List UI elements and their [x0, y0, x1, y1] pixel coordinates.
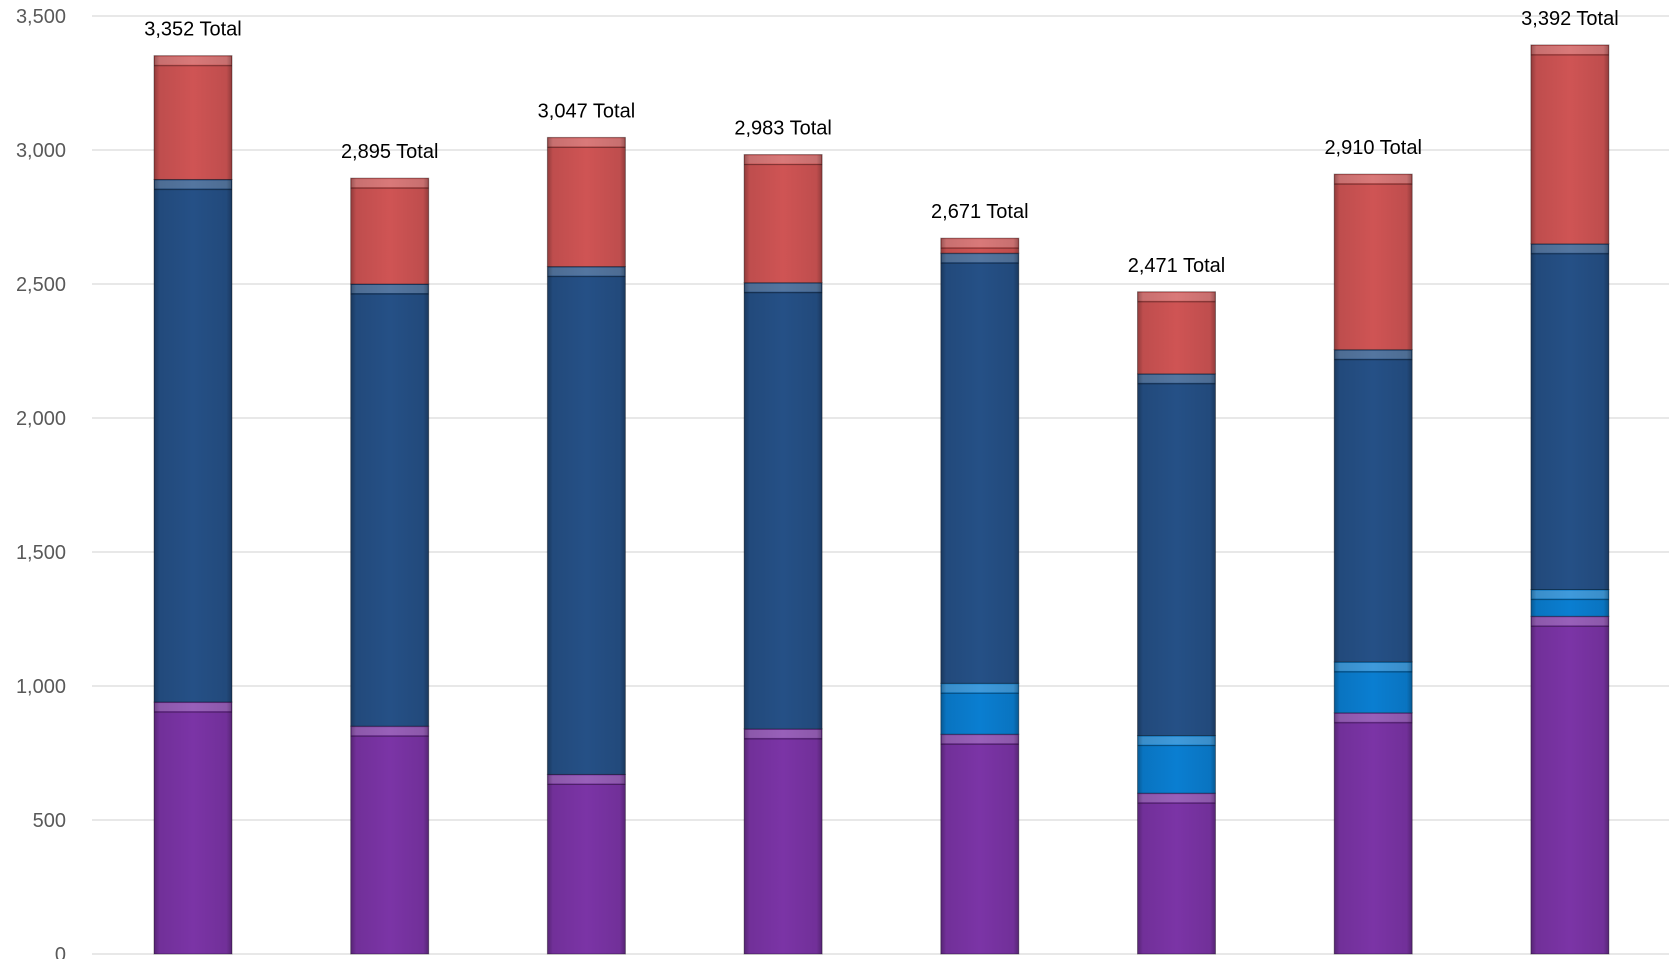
bar-segment-shade	[940, 683, 1019, 735]
bar-segment-shade	[1334, 174, 1413, 350]
y-tick-label: 3,500	[16, 6, 66, 28]
bar-stack-6	[1137, 291, 1216, 955]
bar-segment-shade	[940, 253, 1019, 684]
bar-segment-shade	[1334, 712, 1413, 954]
bar-segment-shade	[154, 702, 232, 954]
bar-segment-shade	[1334, 661, 1413, 713]
y-tick-label: 1,000	[16, 676, 66, 698]
bar-stack-4	[743, 154, 823, 955]
bar-segment-shade	[940, 238, 1019, 254]
bar-stack-2	[350, 177, 430, 955]
y-tick-label: 3,000	[16, 140, 66, 162]
bar-segment-shade	[1137, 793, 1216, 954]
bar-segment-shade	[350, 178, 429, 284]
bar-segment-shade	[547, 266, 626, 775]
bar-segment-shade	[744, 154, 823, 283]
bar-stack-1	[153, 55, 233, 955]
bar-segment-shade	[547, 774, 626, 954]
bar-stack-7	[1333, 173, 1413, 955]
y-tick-label: 2,000	[16, 408, 66, 430]
bar-segment-shade	[940, 734, 1019, 954]
bar-segment-shade	[1137, 373, 1216, 736]
bar-segment-shade	[1137, 735, 1216, 794]
bars	[153, 44, 1610, 955]
total-label: 2,983 Total	[734, 118, 832, 140]
bar-segment-shade	[154, 179, 232, 703]
y-tick-label: 500	[33, 810, 66, 832]
y-tick-label: 2,500	[16, 274, 66, 296]
bar-segment-shade	[1530, 616, 1609, 954]
bar-segment-shade	[154, 55, 232, 180]
bar-segment-shade	[1334, 349, 1413, 662]
total-label: 2,910 Total	[1324, 137, 1422, 159]
bar-segment-shade	[350, 284, 429, 727]
gridlines	[92, 15, 1669, 955]
total-label: 3,047 Total	[538, 100, 636, 122]
bar-stack-5	[940, 237, 1020, 955]
total-labels: 3,352 Total 2,895 Total 3,047 Total 2,983 T…	[144, 8, 1618, 277]
bar-stack-3	[546, 136, 626, 955]
y-tick-label: 1,500	[16, 542, 66, 564]
total-label: 3,392 Total	[1521, 8, 1619, 30]
bar-segment-shade	[1530, 589, 1609, 617]
y-axis-tick-labels: 0 500 1,000 1,500 2,000 2,500 3,000 3,500	[16, 6, 66, 959]
total-label: 2,895 Total	[341, 141, 439, 163]
bar-segment-shade	[547, 137, 626, 267]
total-label: 2,471 Total	[1128, 255, 1226, 277]
total-label: 3,352 Total	[144, 19, 242, 41]
bar-segment-shade	[1530, 44, 1609, 244]
bar-segment-shade	[744, 282, 823, 729]
bar-segment-shade	[1530, 243, 1609, 590]
bar-stack-8	[1530, 44, 1610, 955]
bar-segment-shade	[350, 726, 429, 954]
total-label: 2,671 Total	[931, 201, 1029, 223]
y-tick-label: 0	[55, 944, 66, 959]
bar-segment-shade	[1137, 291, 1216, 374]
bar-segment-shade	[744, 728, 823, 954]
